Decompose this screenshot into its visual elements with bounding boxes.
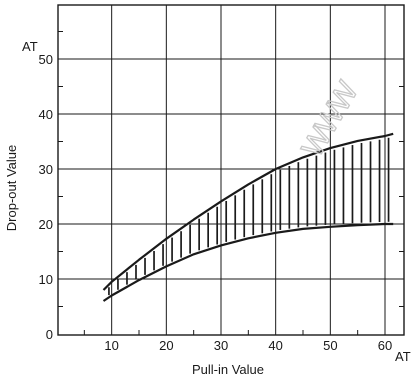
y-tick-label: 40 [39, 107, 53, 122]
frame-layer [57, 4, 405, 336]
y-axis-unit: AT [22, 39, 38, 54]
x-axis-unit: AT [395, 349, 411, 364]
watermark: WWW [296, 75, 365, 162]
x-tick-label: 50 [323, 338, 337, 353]
curve-layer [102, 132, 394, 302]
y-tick-label: 0 [46, 327, 53, 342]
y-tick-label: 50 [39, 52, 53, 67]
upper-boundary-curve [102, 132, 394, 291]
tick-layer: 10 20 30 40 50 60 0 10 20 30 40 50 [39, 31, 404, 353]
x-tick-label: 40 [268, 338, 282, 353]
x-tick-label: 10 [104, 338, 118, 353]
y-tick-label: 10 [39, 272, 53, 287]
x-axis-label: Pull-in Value [192, 362, 264, 377]
y-axis-label: Drop-out Value [4, 145, 19, 231]
y-tick-label: 20 [39, 217, 53, 232]
lower-boundary-curve [102, 222, 394, 302]
x-tick-label: 30 [214, 338, 228, 353]
y-tick-label: 30 [39, 162, 53, 177]
plot-frame [57, 4, 405, 336]
hatch-layer [108, 137, 390, 296]
x-tick-label: 20 [159, 338, 173, 353]
x-tick-label: 60 [378, 338, 392, 353]
